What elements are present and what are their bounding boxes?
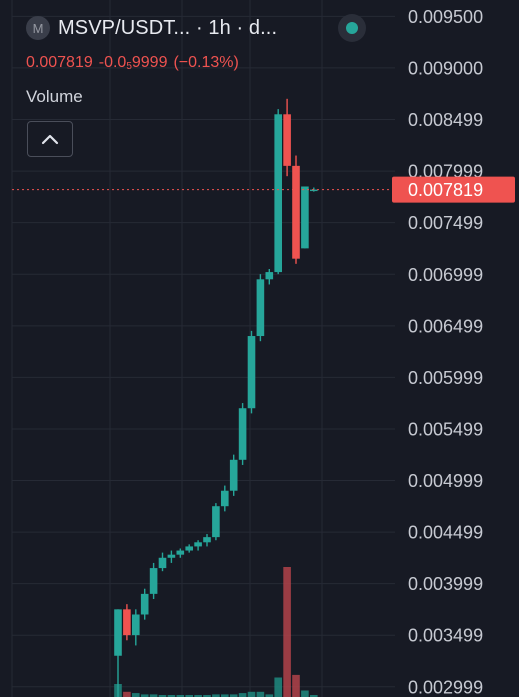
candle-body <box>292 165 300 259</box>
y-axis-tick-label: 0.002999 <box>408 677 483 697</box>
y-axis-tick-label: 0.004499 <box>408 523 483 543</box>
candle-body <box>229 459 238 491</box>
y-axis-tick-label: 0.008499 <box>408 110 483 130</box>
volume-bar <box>176 695 185 697</box>
volume-bar <box>292 674 300 697</box>
volume-bar <box>301 690 309 697</box>
volume-bar <box>212 694 220 697</box>
volume-bar <box>167 695 176 697</box>
candle-body <box>247 336 256 409</box>
candle-body <box>114 609 122 656</box>
volume-bar <box>123 691 131 697</box>
volume-bar <box>221 694 229 697</box>
volume-bar <box>149 694 158 697</box>
volume-bar <box>310 695 318 697</box>
candle-body <box>283 114 291 166</box>
symbol-row[interactable]: M MSVP/USDT... · 1h · d... <box>26 16 277 40</box>
candle-body <box>301 186 309 249</box>
y-axis-tick-label: 0.005999 <box>408 368 483 388</box>
candle-body <box>158 557 167 569</box>
volume-bar <box>158 695 167 697</box>
candle-body <box>274 114 282 273</box>
volume-bar <box>274 677 282 697</box>
volume-bar <box>256 691 265 697</box>
candle-body <box>310 189 318 192</box>
symbol-logo-icon: M <box>26 16 50 40</box>
y-axis-tick-label: 0.007999 <box>408 162 483 182</box>
y-axis-tick-label: 0.005499 <box>408 419 483 439</box>
y-axis-tick-label: 0.003499 <box>408 626 483 646</box>
collapse-indicators-button[interactable] <box>27 121 73 157</box>
candle-body <box>238 408 247 460</box>
candle-body <box>149 568 158 594</box>
candle-body <box>140 593 149 615</box>
live-status-dot-icon[interactable] <box>338 14 366 42</box>
chart-header: M MSVP/USDT... · 1h · d... 0.007819 -0.05… <box>0 0 395 120</box>
candle-body <box>185 546 193 551</box>
volume-bar <box>283 567 291 697</box>
volume-bar <box>132 693 140 697</box>
y-axis-tick-label: 0.006499 <box>408 316 483 336</box>
current-price: 0.007819 <box>26 54 93 71</box>
volume-bar <box>247 691 256 697</box>
volume-bar <box>265 694 274 697</box>
price-change-abs: -0.059999 <box>98 54 168 72</box>
candle-body <box>256 279 265 337</box>
y-axis-tick-label: 0.006999 <box>408 265 483 285</box>
volume-bar <box>194 695 202 697</box>
volume-bar <box>203 695 211 697</box>
y-axis-tick-label: 0.007499 <box>408 213 483 233</box>
y-axis-tick-label: 0.009000 <box>408 58 483 78</box>
volume-indicator-label[interactable]: Volume <box>26 87 83 106</box>
y-axis-tick-label: 0.009500 <box>408 7 483 27</box>
candle-body <box>203 537 211 543</box>
candle-body <box>194 542 202 547</box>
candle-body <box>123 609 131 636</box>
last-price-badge <box>392 176 515 203</box>
price-summary: 0.007819 -0.059999 (−0.13%) <box>26 54 245 72</box>
volume-bar <box>238 693 247 697</box>
last-price-label: 0.007819 <box>408 180 483 200</box>
y-axis-tick-label: 0.004999 <box>408 471 483 491</box>
chevron-up-icon <box>41 134 59 145</box>
candle-body <box>176 550 185 555</box>
candle-body <box>221 490 229 507</box>
candle-body <box>265 272 274 280</box>
y-axis-tick-label: 0.003999 <box>408 574 483 594</box>
price-change-pct: (−0.13%) <box>173 54 239 71</box>
candle-body <box>132 614 140 636</box>
volume-bar <box>185 695 193 697</box>
symbol-title[interactable]: MSVP/USDT... · 1h · d... <box>58 16 278 39</box>
candle-body <box>167 554 176 558</box>
volume-bar <box>140 694 149 697</box>
candle-body <box>212 506 220 538</box>
volume-bar <box>229 694 238 697</box>
